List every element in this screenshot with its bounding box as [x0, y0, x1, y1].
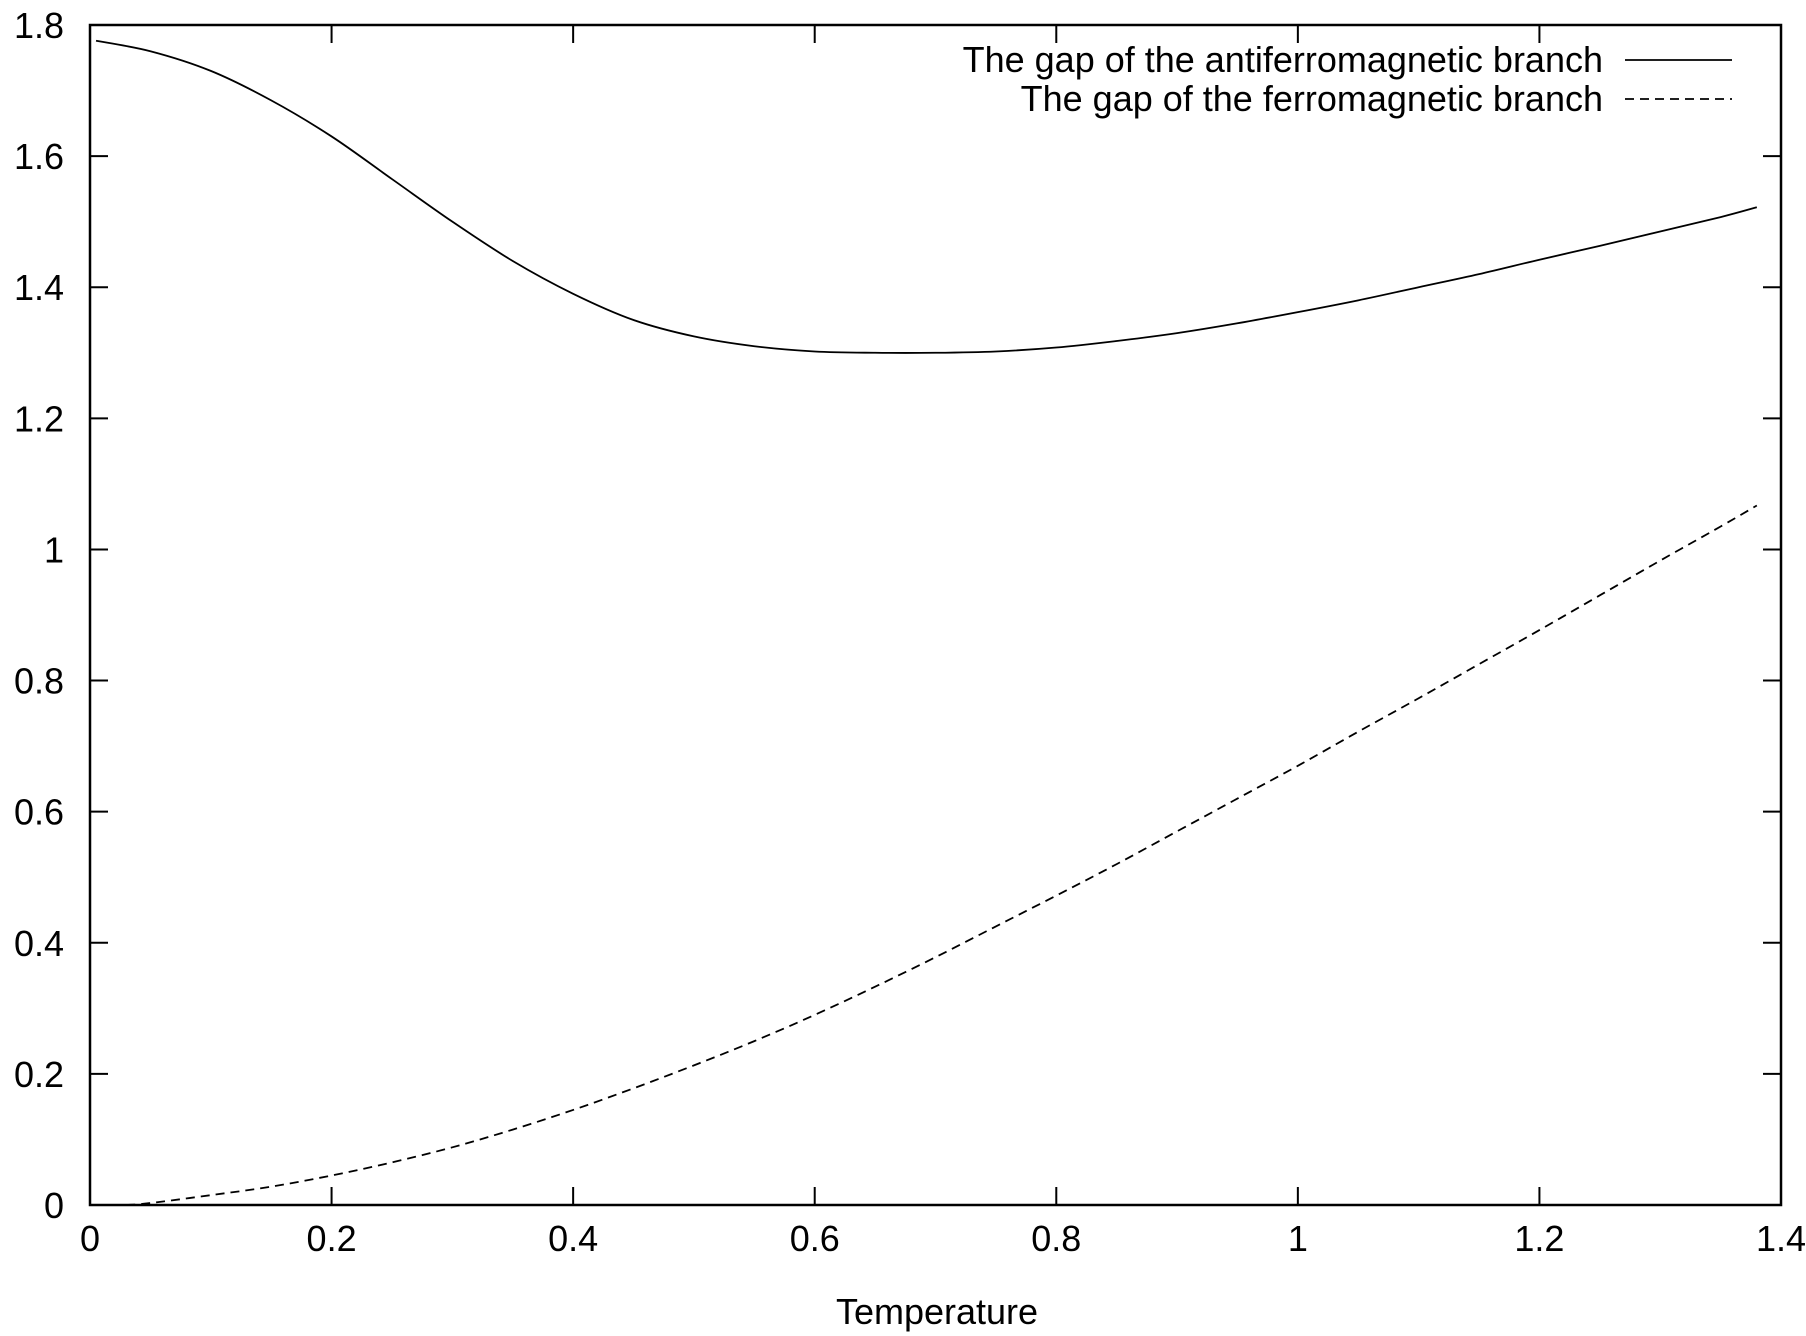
legend: The gap of the antiferromagnetic branchT… — [963, 39, 1732, 119]
x-tick-label: 0.8 — [1031, 1218, 1081, 1259]
x-tick-label: 1 — [1288, 1218, 1308, 1259]
legend-label: The gap of the ferromagnetic branch — [1021, 78, 1603, 119]
x-tick-label: 0 — [80, 1218, 100, 1259]
x-tick-label: 1.2 — [1514, 1218, 1564, 1259]
y-tick-label: 1.8 — [14, 5, 64, 46]
x-tick-label: 0.4 — [548, 1218, 598, 1259]
x-tick-label: 0.6 — [790, 1218, 840, 1259]
x-tick-label: 0.2 — [307, 1218, 357, 1259]
legend-label: The gap of the antiferromagnetic branch — [963, 39, 1603, 80]
y-tick-label: 0.8 — [14, 661, 64, 702]
y-tick-label: 0.6 — [14, 792, 64, 833]
series-line-antiferromagnetic — [95, 39, 1758, 354]
y-tick-label: 0 — [44, 1185, 64, 1226]
y-tick-label: 0.2 — [14, 1054, 64, 1095]
y-tick-label: 1 — [44, 529, 64, 570]
plot-area: 0 0.2 0.4 0.6 0.8 1 1.2 1.4 0 0.2 0.4 0.6 0.8 1 1.2 1.4… — [14, 5, 1806, 1259]
x-tick-label: 1.4 — [1756, 1218, 1806, 1259]
y-tick-label: 0.4 — [14, 923, 64, 964]
plot-frame — [88, 23, 1783, 1207]
y-tick-label: 1.6 — [14, 136, 64, 177]
series-line-ferromagnetic — [126, 504, 1758, 1206]
y-tick-label: 1.4 — [14, 267, 64, 308]
y-tick-label: 1.2 — [14, 398, 64, 439]
x-axis-title: Temperature — [836, 1291, 1038, 1332]
